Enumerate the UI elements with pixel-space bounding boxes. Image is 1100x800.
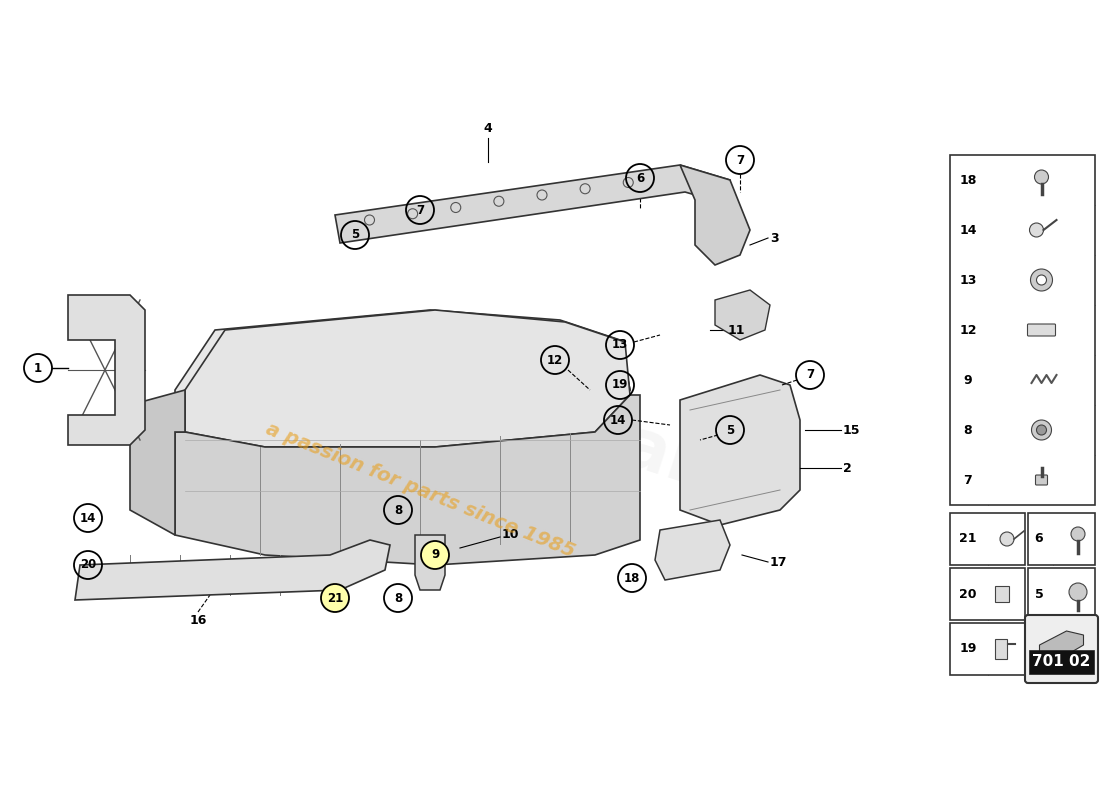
Text: 8: 8 [394, 503, 403, 517]
Text: 14: 14 [959, 223, 977, 237]
Polygon shape [185, 310, 630, 447]
Polygon shape [75, 540, 390, 600]
Text: 2: 2 [843, 462, 851, 474]
Circle shape [1034, 170, 1048, 184]
Text: 8: 8 [964, 423, 972, 437]
FancyBboxPatch shape [1028, 650, 1094, 674]
Text: 7: 7 [806, 369, 814, 382]
Circle shape [321, 584, 349, 612]
Text: 13: 13 [612, 338, 628, 351]
Text: 9: 9 [431, 549, 439, 562]
Polygon shape [680, 165, 750, 265]
Text: 15: 15 [843, 423, 860, 437]
Text: 12: 12 [547, 354, 563, 366]
Text: 4: 4 [484, 122, 493, 134]
Polygon shape [130, 390, 185, 535]
FancyBboxPatch shape [996, 639, 1006, 659]
FancyBboxPatch shape [950, 623, 1025, 675]
Circle shape [1036, 275, 1046, 285]
Polygon shape [175, 340, 630, 545]
Polygon shape [680, 375, 800, 525]
Polygon shape [654, 520, 730, 580]
FancyBboxPatch shape [1025, 615, 1098, 683]
Text: 14: 14 [609, 414, 626, 426]
Text: 701 02: 701 02 [1032, 654, 1091, 670]
Text: 14: 14 [80, 511, 96, 525]
Text: 21: 21 [959, 533, 977, 546]
FancyBboxPatch shape [1028, 513, 1094, 565]
FancyBboxPatch shape [1035, 475, 1047, 485]
Circle shape [1031, 269, 1053, 291]
FancyBboxPatch shape [1028, 568, 1094, 620]
Text: a passion for parts since 1985: a passion for parts since 1985 [263, 419, 578, 561]
Circle shape [1000, 532, 1014, 546]
Polygon shape [68, 295, 145, 445]
Text: 11: 11 [728, 323, 746, 337]
Text: 19: 19 [959, 642, 977, 655]
Text: 6: 6 [636, 171, 645, 185]
Text: 12: 12 [959, 323, 977, 337]
Text: eurospares: eurospares [370, 334, 791, 526]
FancyBboxPatch shape [1027, 324, 1056, 336]
Text: 7: 7 [964, 474, 972, 486]
Text: 5: 5 [1035, 587, 1044, 601]
Text: 18: 18 [624, 571, 640, 585]
Text: 7: 7 [736, 154, 744, 166]
Text: 19: 19 [612, 378, 628, 391]
Circle shape [1032, 420, 1052, 440]
Text: 17: 17 [770, 555, 788, 569]
Circle shape [1071, 527, 1085, 541]
Text: 7: 7 [416, 203, 425, 217]
Text: 10: 10 [502, 529, 519, 542]
Text: 9: 9 [964, 374, 972, 386]
Text: 1: 1 [34, 362, 42, 374]
Text: 16: 16 [189, 614, 207, 626]
Text: 18: 18 [959, 174, 977, 186]
Circle shape [421, 541, 449, 569]
Circle shape [1036, 425, 1046, 435]
Polygon shape [336, 165, 730, 243]
Polygon shape [175, 395, 640, 565]
Circle shape [1030, 223, 1044, 237]
Polygon shape [1040, 631, 1084, 655]
Text: 20: 20 [959, 587, 977, 601]
Text: 5: 5 [351, 229, 359, 242]
Polygon shape [415, 535, 446, 590]
Text: 13: 13 [959, 274, 977, 286]
Circle shape [1069, 583, 1087, 601]
Text: 5: 5 [726, 423, 734, 437]
FancyBboxPatch shape [996, 586, 1009, 602]
FancyBboxPatch shape [950, 513, 1025, 565]
Polygon shape [715, 290, 770, 340]
FancyBboxPatch shape [950, 155, 1094, 505]
FancyBboxPatch shape [950, 568, 1025, 620]
Text: 6: 6 [1035, 533, 1043, 546]
Text: 21: 21 [327, 591, 343, 605]
Text: 3: 3 [770, 231, 779, 245]
Text: 20: 20 [80, 558, 96, 571]
Polygon shape [175, 310, 630, 445]
Text: 8: 8 [394, 591, 403, 605]
